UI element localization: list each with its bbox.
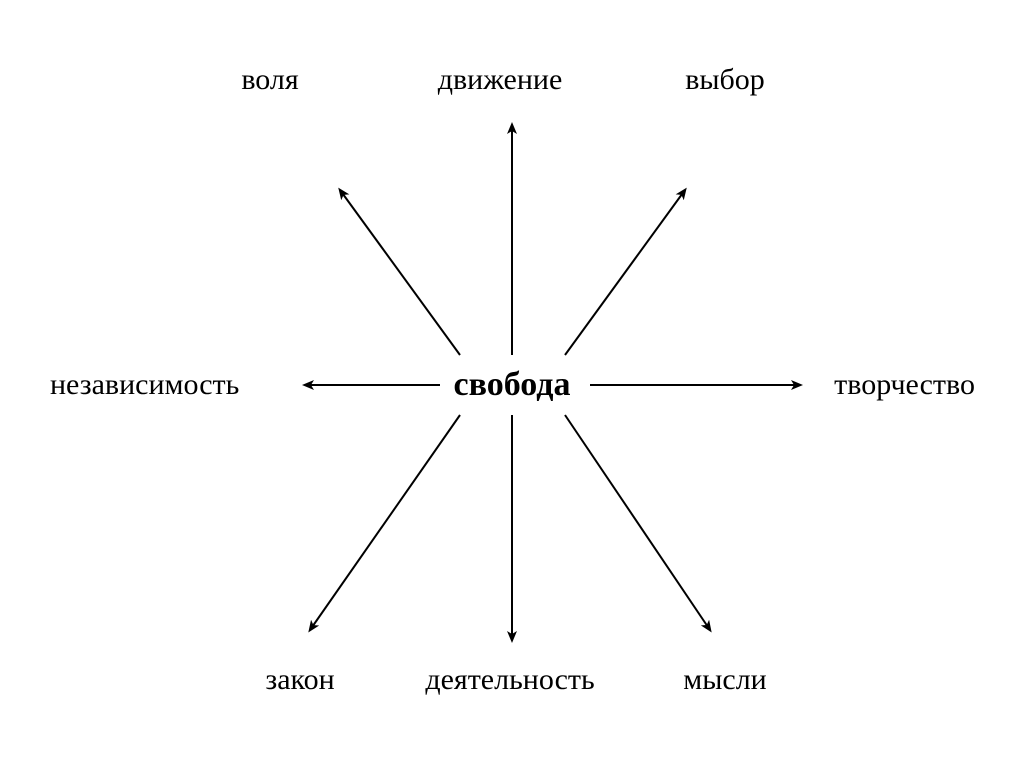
node-vybor: выбор bbox=[685, 63, 765, 97]
arrow-vybor bbox=[565, 190, 685, 355]
node-mysli: мысли bbox=[683, 663, 766, 697]
arrow-zakon bbox=[310, 415, 460, 630]
center-node: свобода bbox=[454, 366, 571, 404]
node-nezavisimost: независимость bbox=[50, 368, 239, 402]
arrow-volya bbox=[340, 190, 460, 355]
node-dvizhenie: движение bbox=[438, 63, 563, 97]
node-volya: воля bbox=[241, 63, 298, 97]
arrow-mysli bbox=[565, 415, 710, 630]
node-tvorchestvo: творчество bbox=[834, 368, 975, 402]
node-deyatelnost: деятельность bbox=[425, 663, 594, 697]
node-zakon: закон bbox=[265, 663, 334, 697]
